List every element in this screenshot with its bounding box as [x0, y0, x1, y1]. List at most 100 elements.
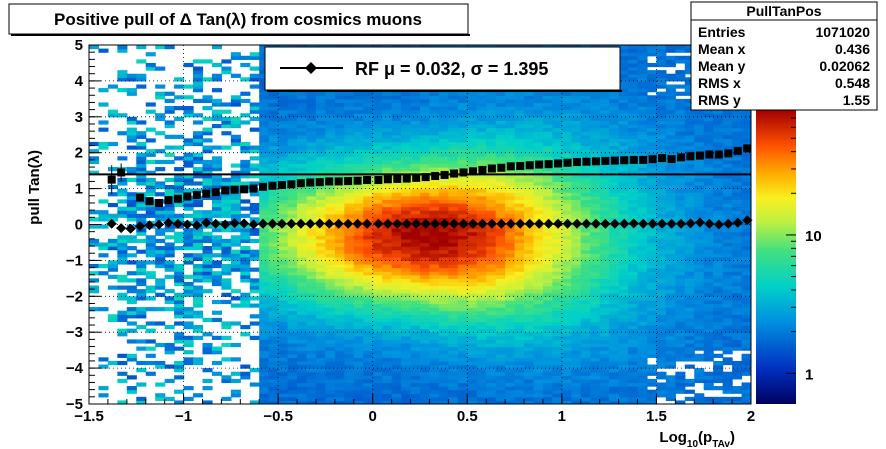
heatmap-cell [476, 199, 487, 204]
heatmap-cell [353, 278, 364, 283]
heatmap-cell [457, 91, 468, 96]
heatmap-cell [448, 274, 459, 279]
heatmap-cell [363, 386, 374, 391]
heatmap-cell [467, 360, 478, 366]
heatmap-cell [297, 285, 308, 290]
heatmap-cell [552, 192, 563, 197]
heatmap-cell [164, 253, 175, 258]
heatmap-cell [495, 335, 506, 340]
heatmap-cell [126, 170, 137, 175]
heatmap-cell [353, 263, 364, 269]
heatmap-cell [637, 382, 648, 387]
heatmap-cell [306, 378, 317, 384]
heatmap-cell [391, 159, 402, 165]
heatmap-cell [193, 246, 204, 251]
heatmap-cell [618, 177, 629, 183]
heatmap-cell [372, 353, 383, 358]
heatmap-cell [268, 141, 279, 147]
heatmap-cell [353, 393, 364, 398]
heatmap-cell [552, 274, 563, 279]
heatmap-cell [486, 393, 497, 398]
heatmap-cell [353, 127, 364, 132]
heatmap-cell [618, 281, 629, 287]
heatmap-cell [438, 299, 449, 305]
heatmap-cell [315, 91, 327, 96]
heatmap-cell [249, 145, 260, 150]
heatmap-cell [287, 310, 298, 315]
heatmap-cell [278, 195, 289, 200]
heatmap-cell [571, 263, 582, 269]
heatmap-cell [448, 213, 459, 218]
heatmap-cell [618, 62, 629, 68]
heatmap-cell [174, 332, 185, 337]
heatmap-cell [98, 88, 109, 93]
heatmap-cell [438, 346, 449, 351]
heatmap-cell [344, 106, 355, 111]
heatmap-cell [372, 396, 383, 402]
heatmap-cell [164, 106, 175, 111]
heatmap-cell [420, 242, 431, 247]
heatmap-cell [542, 95, 553, 100]
heatmap-cell [382, 321, 393, 326]
heatmap-cell [599, 134, 610, 139]
heatmap-cell [505, 102, 516, 107]
heatmap-cell [561, 98, 572, 104]
heatmap-cell [599, 253, 610, 258]
heatmap-cell [618, 120, 629, 125]
heatmap-cell [211, 98, 222, 104]
heatmap-cell [325, 149, 336, 154]
heatmap-cell [495, 382, 506, 387]
heatmap-cell [325, 231, 336, 236]
heatmap-cell [315, 310, 327, 315]
heatmap-cell [259, 98, 270, 104]
heatmap-cell [353, 199, 364, 204]
heatmap-cell [297, 346, 308, 351]
heatmap-cell [486, 238, 497, 244]
heatmap-cell [590, 375, 601, 380]
heatmap-cell [391, 231, 402, 236]
heatmap-cell [656, 321, 667, 326]
heatmap-cell [410, 202, 421, 208]
heatmap-cell [334, 238, 345, 244]
heatmap-cell [259, 271, 270, 276]
heatmap-cell [457, 141, 468, 147]
heatmap-cell [637, 299, 648, 305]
heatmap-cell [221, 321, 232, 326]
heatmap-cell [637, 127, 648, 132]
heatmap-cell [448, 368, 459, 373]
heatmap-cell [505, 285, 516, 290]
heatmap-cell [561, 296, 572, 301]
heatmap-cell [486, 185, 497, 190]
heatmap-cell [495, 123, 506, 129]
heatmap-cell [325, 375, 336, 380]
heatmap-cell [486, 206, 497, 211]
heatmap-cell [306, 296, 317, 301]
heatmap-cell [268, 192, 279, 197]
heatmap-cell [637, 213, 648, 218]
heatmap-cell [646, 253, 658, 258]
heatmap-cell [382, 167, 393, 172]
heatmap-cell [514, 238, 525, 244]
heatmap-cell [193, 303, 204, 308]
heatmap-cell [457, 325, 468, 330]
heatmap-cell [297, 134, 308, 139]
heatmap-cell [268, 364, 279, 369]
heatmap-cell [353, 98, 364, 104]
heatmap-cell [145, 192, 156, 197]
heatmap-cell [495, 202, 506, 208]
heatmap-cell [126, 289, 137, 294]
heatmap-cell [628, 292, 639, 297]
heatmap-cell [353, 368, 364, 373]
heatmap-cell [268, 281, 279, 287]
heatmap-cell [495, 321, 506, 326]
heatmap-cell [249, 256, 260, 261]
heatmap-cell [183, 188, 194, 193]
heatmap-cell [278, 199, 289, 204]
heatmap-cell [457, 206, 468, 211]
heatmap-cell [476, 213, 487, 218]
heatmap-cell [372, 217, 383, 222]
heatmap-cell [420, 141, 431, 147]
heatmap-cell [609, 217, 620, 222]
heatmap-cell [656, 310, 667, 315]
heatmap-cell [372, 123, 383, 129]
